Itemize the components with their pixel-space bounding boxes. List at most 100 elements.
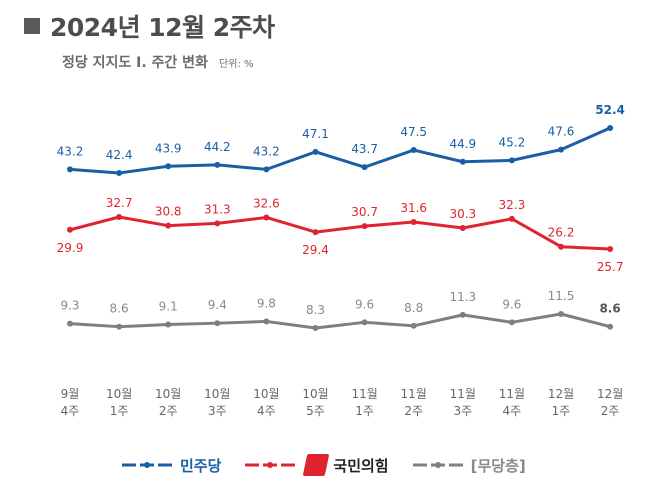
x-tick-label: 11월 [351,387,377,401]
data-label: 8.6 [599,302,620,316]
data-point [558,243,564,250]
x-tick-label: 12월 [597,387,623,401]
x-tick-label: 10월 [204,387,230,401]
data-label: 11.3 [449,290,476,304]
data-label: 47.1 [302,127,329,141]
x-tick-label: 4주 [257,404,276,418]
data-point [312,325,319,331]
data-label: 9.4 [208,298,227,312]
series-line-0 [69,126,611,175]
legend-item-independent: [무당층] [411,455,526,476]
data-label: 42.4 [106,148,133,162]
data-point [116,214,123,220]
data-point [312,229,319,236]
x-tick-label: 5주 [306,404,325,418]
data-point [361,223,368,230]
x-tick-label: 1주 [552,404,571,418]
ppp-logo-icon [303,454,330,476]
data-point [116,170,123,176]
title-row: 2024년 12월 2주차 [24,8,275,44]
data-label: 52.4 [595,103,625,117]
data-label: 31.3 [204,202,231,216]
data-point [214,220,221,227]
data-point [459,311,466,318]
subtitle-row: 정당 지지도 Ⅰ. 주간 변화 단위: % [62,52,254,72]
data-point [214,320,221,327]
x-tick-label: 2주 [404,404,423,418]
data-point [508,319,515,326]
data-label: 8.3 [306,303,325,317]
data-point [508,215,515,222]
x-tick-label: 2주 [159,404,178,418]
data-label: 45.2 [499,135,526,149]
legend-item-democratic: 민주당 [120,455,221,476]
data-point [165,321,172,328]
data-point [165,163,172,170]
data-label: 32.7 [106,196,133,210]
data-label: 31.6 [400,201,427,215]
data-label: 8.6 [110,302,129,316]
data-label: 30.8 [155,205,182,219]
data-point [558,311,564,317]
data-point [263,214,270,221]
line-chart: 43.2 42.4 43.9 44.2 43.2 47.1 43.7 47.5 44.9 45.2… [57,103,625,418]
data-label: 32.3 [499,198,526,212]
data-point [558,146,564,153]
x-tick-label: 2주 [601,404,620,418]
data-point [67,166,73,173]
data-point [263,318,270,325]
legend-label-ppp: 국민의힘 [333,456,389,475]
legend-line-independent-icon [412,462,463,468]
legend-label-democratic: 민주당 [180,456,222,475]
data-label: 26.2 [548,226,575,240]
data-label: 43.2 [57,144,84,158]
title-square-icon [24,18,40,34]
data-point [214,161,221,168]
data-label: 25.7 [597,260,624,274]
data-label: 47.5 [400,125,427,139]
x-tick-label: 4주 [61,404,80,418]
data-label: 8.8 [404,301,423,315]
data-point [165,222,172,229]
data-point [312,148,319,155]
data-label: 30.7 [351,205,378,219]
legend-item-ppp: 국민의힘 [243,454,389,476]
data-point [361,164,368,171]
data-label: 11.5 [548,289,575,303]
legend-line-ppp-icon [245,462,296,468]
data-point [67,320,73,327]
data-point [410,219,417,226]
data-label: 43.2 [253,144,280,158]
x-tick-label: 11월 [450,387,476,401]
data-label: 9.3 [60,299,79,313]
chart-title: 2024년 12월 2주차 [50,13,275,42]
data-point [263,166,270,173]
legend: 민주당 국민의힘 [무당층] [120,454,548,476]
data-label: 44.2 [204,140,231,154]
data-point [607,323,614,330]
data-point [607,125,614,131]
x-tick-label: 1주 [110,404,129,418]
data-label: 30.3 [449,207,476,221]
series-line-2 [69,312,611,330]
x-tick-label: 12월 [548,387,574,401]
data-point [67,226,73,233]
x-tick-label: 4주 [503,404,522,418]
x-tick-label: 3주 [453,404,472,418]
data-label: 29.9 [57,241,84,255]
data-label: 9.6 [502,297,521,311]
data-label: 43.9 [155,141,182,155]
data-label: 44.9 [449,137,476,151]
x-tick-label: 3주 [208,404,227,418]
data-label: 43.7 [351,142,378,156]
data-point [361,319,368,326]
data-point [459,224,466,231]
data-point [508,157,515,164]
x-tick-label: 10월 [106,387,132,401]
unit-label: 단위: % [219,59,254,70]
data-label: 9.6 [355,297,374,311]
x-tick-label: 10월 [253,387,279,401]
data-label: 9.8 [257,296,276,310]
x-tick-label: 11월 [401,387,427,401]
x-tick-label: 11월 [499,387,525,401]
